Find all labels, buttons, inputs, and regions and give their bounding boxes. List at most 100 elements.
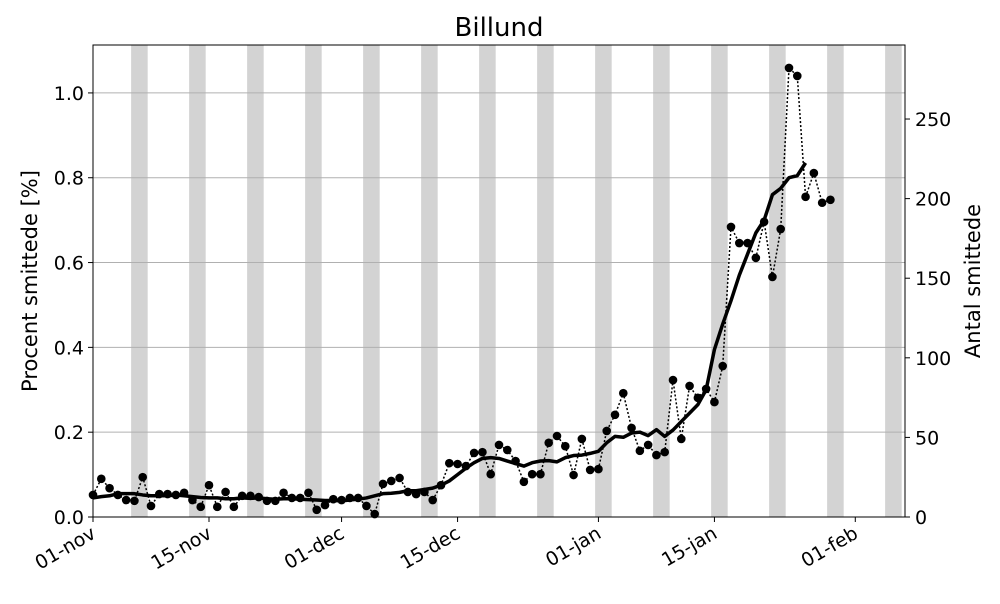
plot: [88, 63, 835, 519]
daily-point: [320, 500, 330, 510]
x-tick-label: 15-dec: [397, 522, 464, 574]
weekend-band: [305, 45, 322, 517]
weekend-band: [827, 45, 844, 517]
daily-point: [105, 483, 114, 493]
daily-point: [585, 465, 595, 475]
weekend-band: [537, 45, 554, 517]
y2-axis-label: Antal smittede: [961, 204, 985, 358]
plot-frame: [92, 44, 906, 518]
daily-point: [801, 192, 810, 202]
y-tick-label: 0.2: [54, 422, 84, 444]
daily-point: [660, 447, 670, 457]
daily-point: [726, 222, 736, 232]
daily-point: [710, 397, 719, 407]
chart-title: Billund: [455, 13, 544, 43]
daily-point: [370, 509, 380, 519]
weekend-band: [595, 45, 612, 517]
daily-point: [204, 480, 214, 490]
daily-point: [469, 448, 479, 458]
daily-point: [560, 441, 570, 451]
daily-point: [685, 381, 694, 391]
daily-point: [304, 488, 313, 498]
x-tick-label: 01-feb: [798, 522, 862, 572]
daily-point: [146, 501, 156, 511]
weekend-band: [711, 45, 728, 517]
weekend-band: [131, 45, 148, 517]
daily-point: [395, 473, 404, 483]
weekend-band: [421, 45, 438, 517]
daily-point: [221, 487, 230, 497]
daily-point: [229, 502, 239, 512]
daily-point: [386, 476, 396, 486]
y2-tick-label: 200: [915, 189, 951, 211]
x-tick-label: 01-jan: [542, 522, 605, 571]
daily-point: [121, 495, 131, 505]
daily-point: [279, 488, 288, 498]
daily-point: [428, 495, 438, 505]
y2-tick-label: 0: [915, 507, 927, 529]
daily-point: [776, 224, 786, 234]
daily-point: [676, 434, 686, 444]
weekend-bands: [131, 45, 902, 517]
daily-point: [643, 440, 653, 450]
daily-point: [519, 477, 529, 487]
y-tick-label: 0.8: [54, 168, 84, 190]
daily-point: [536, 469, 545, 479]
average-line: [92, 161, 808, 503]
weekend-band: [189, 45, 206, 517]
y2-tick-label: 150: [915, 268, 951, 290]
weekend-band: [885, 45, 902, 517]
daily-point: [478, 447, 487, 457]
daily-point: [486, 469, 496, 479]
daily-point: [751, 253, 761, 263]
daily-point: [734, 238, 744, 248]
weekend-band: [653, 45, 670, 517]
weekend-band: [769, 45, 786, 517]
y-tick-label: 0.0: [54, 507, 84, 529]
weekend-band: [479, 45, 496, 517]
daily-point: [768, 272, 777, 282]
daily-point: [196, 502, 206, 512]
daily-point: [577, 434, 587, 444]
y2-tick-label: 50: [915, 427, 939, 449]
daily-point: [494, 440, 504, 450]
daily-point: [378, 479, 388, 489]
daily-point: [668, 375, 678, 385]
daily-point: [96, 474, 106, 484]
x-tick-label: 01-dec: [281, 522, 348, 574]
daily-point: [635, 446, 645, 456]
x-tick-label: 15-jan: [658, 522, 721, 571]
daily-point: [569, 470, 578, 480]
y-tick-label: 0.4: [54, 337, 84, 359]
weekend-band: [247, 45, 264, 517]
x-tick-label: 15-nov: [147, 522, 215, 574]
daily-point: [212, 502, 222, 512]
y-tick-label: 0.6: [54, 253, 84, 275]
daily-point: [817, 198, 827, 208]
daily-point: [544, 438, 554, 448]
daily-point: [809, 168, 819, 178]
weekend-band: [363, 45, 380, 517]
y2-tick-label: 100: [915, 348, 951, 370]
daily-point: [627, 423, 636, 433]
daily-point: [826, 195, 835, 205]
daily-point: [718, 361, 728, 371]
daily-point: [652, 450, 661, 460]
y2-tick-label: 250: [915, 109, 951, 131]
daily-point: [453, 459, 462, 469]
daily-point: [594, 464, 603, 474]
daily-point: [362, 501, 371, 511]
daily-point: [444, 458, 454, 468]
daily-point: [312, 505, 322, 515]
daily-point: [502, 445, 512, 455]
daily-point: [552, 431, 562, 441]
daily-point: [602, 426, 612, 436]
daily-point: [527, 469, 537, 479]
daily-point: [610, 410, 620, 420]
daily-point: [792, 71, 802, 81]
y-tick-label: 1.0: [54, 83, 84, 105]
y-axis-label: Procent smittede [%]: [18, 170, 42, 392]
daily-point: [618, 388, 628, 398]
daily-point: [784, 63, 794, 73]
